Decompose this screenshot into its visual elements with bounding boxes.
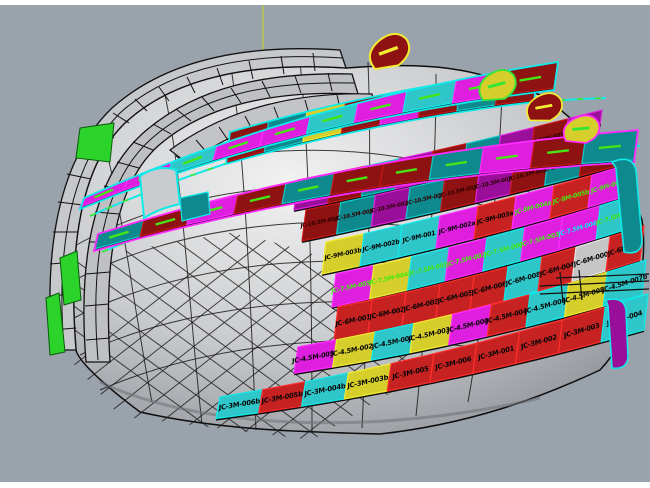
panel-mark xyxy=(228,140,249,150)
hull-bottom-shadow xyxy=(99,380,541,425)
panel-mark xyxy=(249,195,271,203)
panel-mark xyxy=(155,217,176,226)
panel-mark xyxy=(321,114,343,123)
panel-mark xyxy=(418,92,441,100)
frame-bottom xyxy=(0,482,650,488)
row-9m: JC-9M-003bJC-9M-002bJC-9M-001JC-9M-002aJ… xyxy=(321,163,631,276)
teal-accent-panel[interactable] xyxy=(179,191,211,222)
flap-mark xyxy=(378,45,399,56)
rib-band-middle-midline xyxy=(95,82,355,361)
flap-mark xyxy=(572,126,590,131)
gray-panel-gridlines xyxy=(539,269,650,303)
strip-outline xyxy=(92,129,640,253)
flap-mark xyxy=(535,103,553,110)
panel-mark xyxy=(274,127,296,136)
panel-mark xyxy=(182,155,203,165)
strip-2 xyxy=(92,129,640,253)
panel-mark xyxy=(598,144,621,150)
panel-mark xyxy=(547,149,570,154)
surface-panel[interactable] xyxy=(602,259,647,307)
green-accent-panel[interactable] xyxy=(45,292,66,356)
panel-mark xyxy=(395,167,418,174)
panel-mark xyxy=(346,176,368,183)
curled-flaps xyxy=(364,30,601,144)
panel-mark xyxy=(496,154,518,160)
curled-flap[interactable] xyxy=(364,30,414,74)
accent-panels xyxy=(45,122,211,356)
panel-mark xyxy=(94,188,114,199)
row-4-5m: JC-4.5M-005bJC-4.5M-002bJC-4.5M-001JC-4.… xyxy=(289,259,649,376)
rib-band-middle[interactable] xyxy=(83,73,359,363)
edge-curl[interactable] xyxy=(604,298,629,370)
curled-flap[interactable] xyxy=(475,67,519,105)
curled-flap[interactable] xyxy=(524,91,564,124)
green-accent-panel[interactable] xyxy=(59,250,82,306)
flap-mark xyxy=(487,81,506,89)
curled-flap[interactable] xyxy=(562,114,601,144)
right-edge-curls xyxy=(604,158,643,370)
panel-mark xyxy=(519,75,542,82)
panel-mark xyxy=(370,103,392,111)
row-3m: JC-3M-006b JC-3M-005b JC-3M-004b JC-3M-003b… xyxy=(215,293,649,421)
edge-curl[interactable] xyxy=(610,158,643,254)
rib-band-outer[interactable] xyxy=(49,48,347,351)
row-6m: JC-6M-001JC-6M-002JC-6M-003JC-6M-005JC-6… xyxy=(333,225,645,343)
frame-top xyxy=(0,0,650,5)
strip-outline xyxy=(78,60,560,211)
panel-mark xyxy=(445,160,468,167)
top-strip-fan xyxy=(78,60,640,253)
panel-mark xyxy=(108,230,130,239)
green-accent-panel[interactable] xyxy=(75,122,115,163)
panel-mark xyxy=(297,185,319,192)
